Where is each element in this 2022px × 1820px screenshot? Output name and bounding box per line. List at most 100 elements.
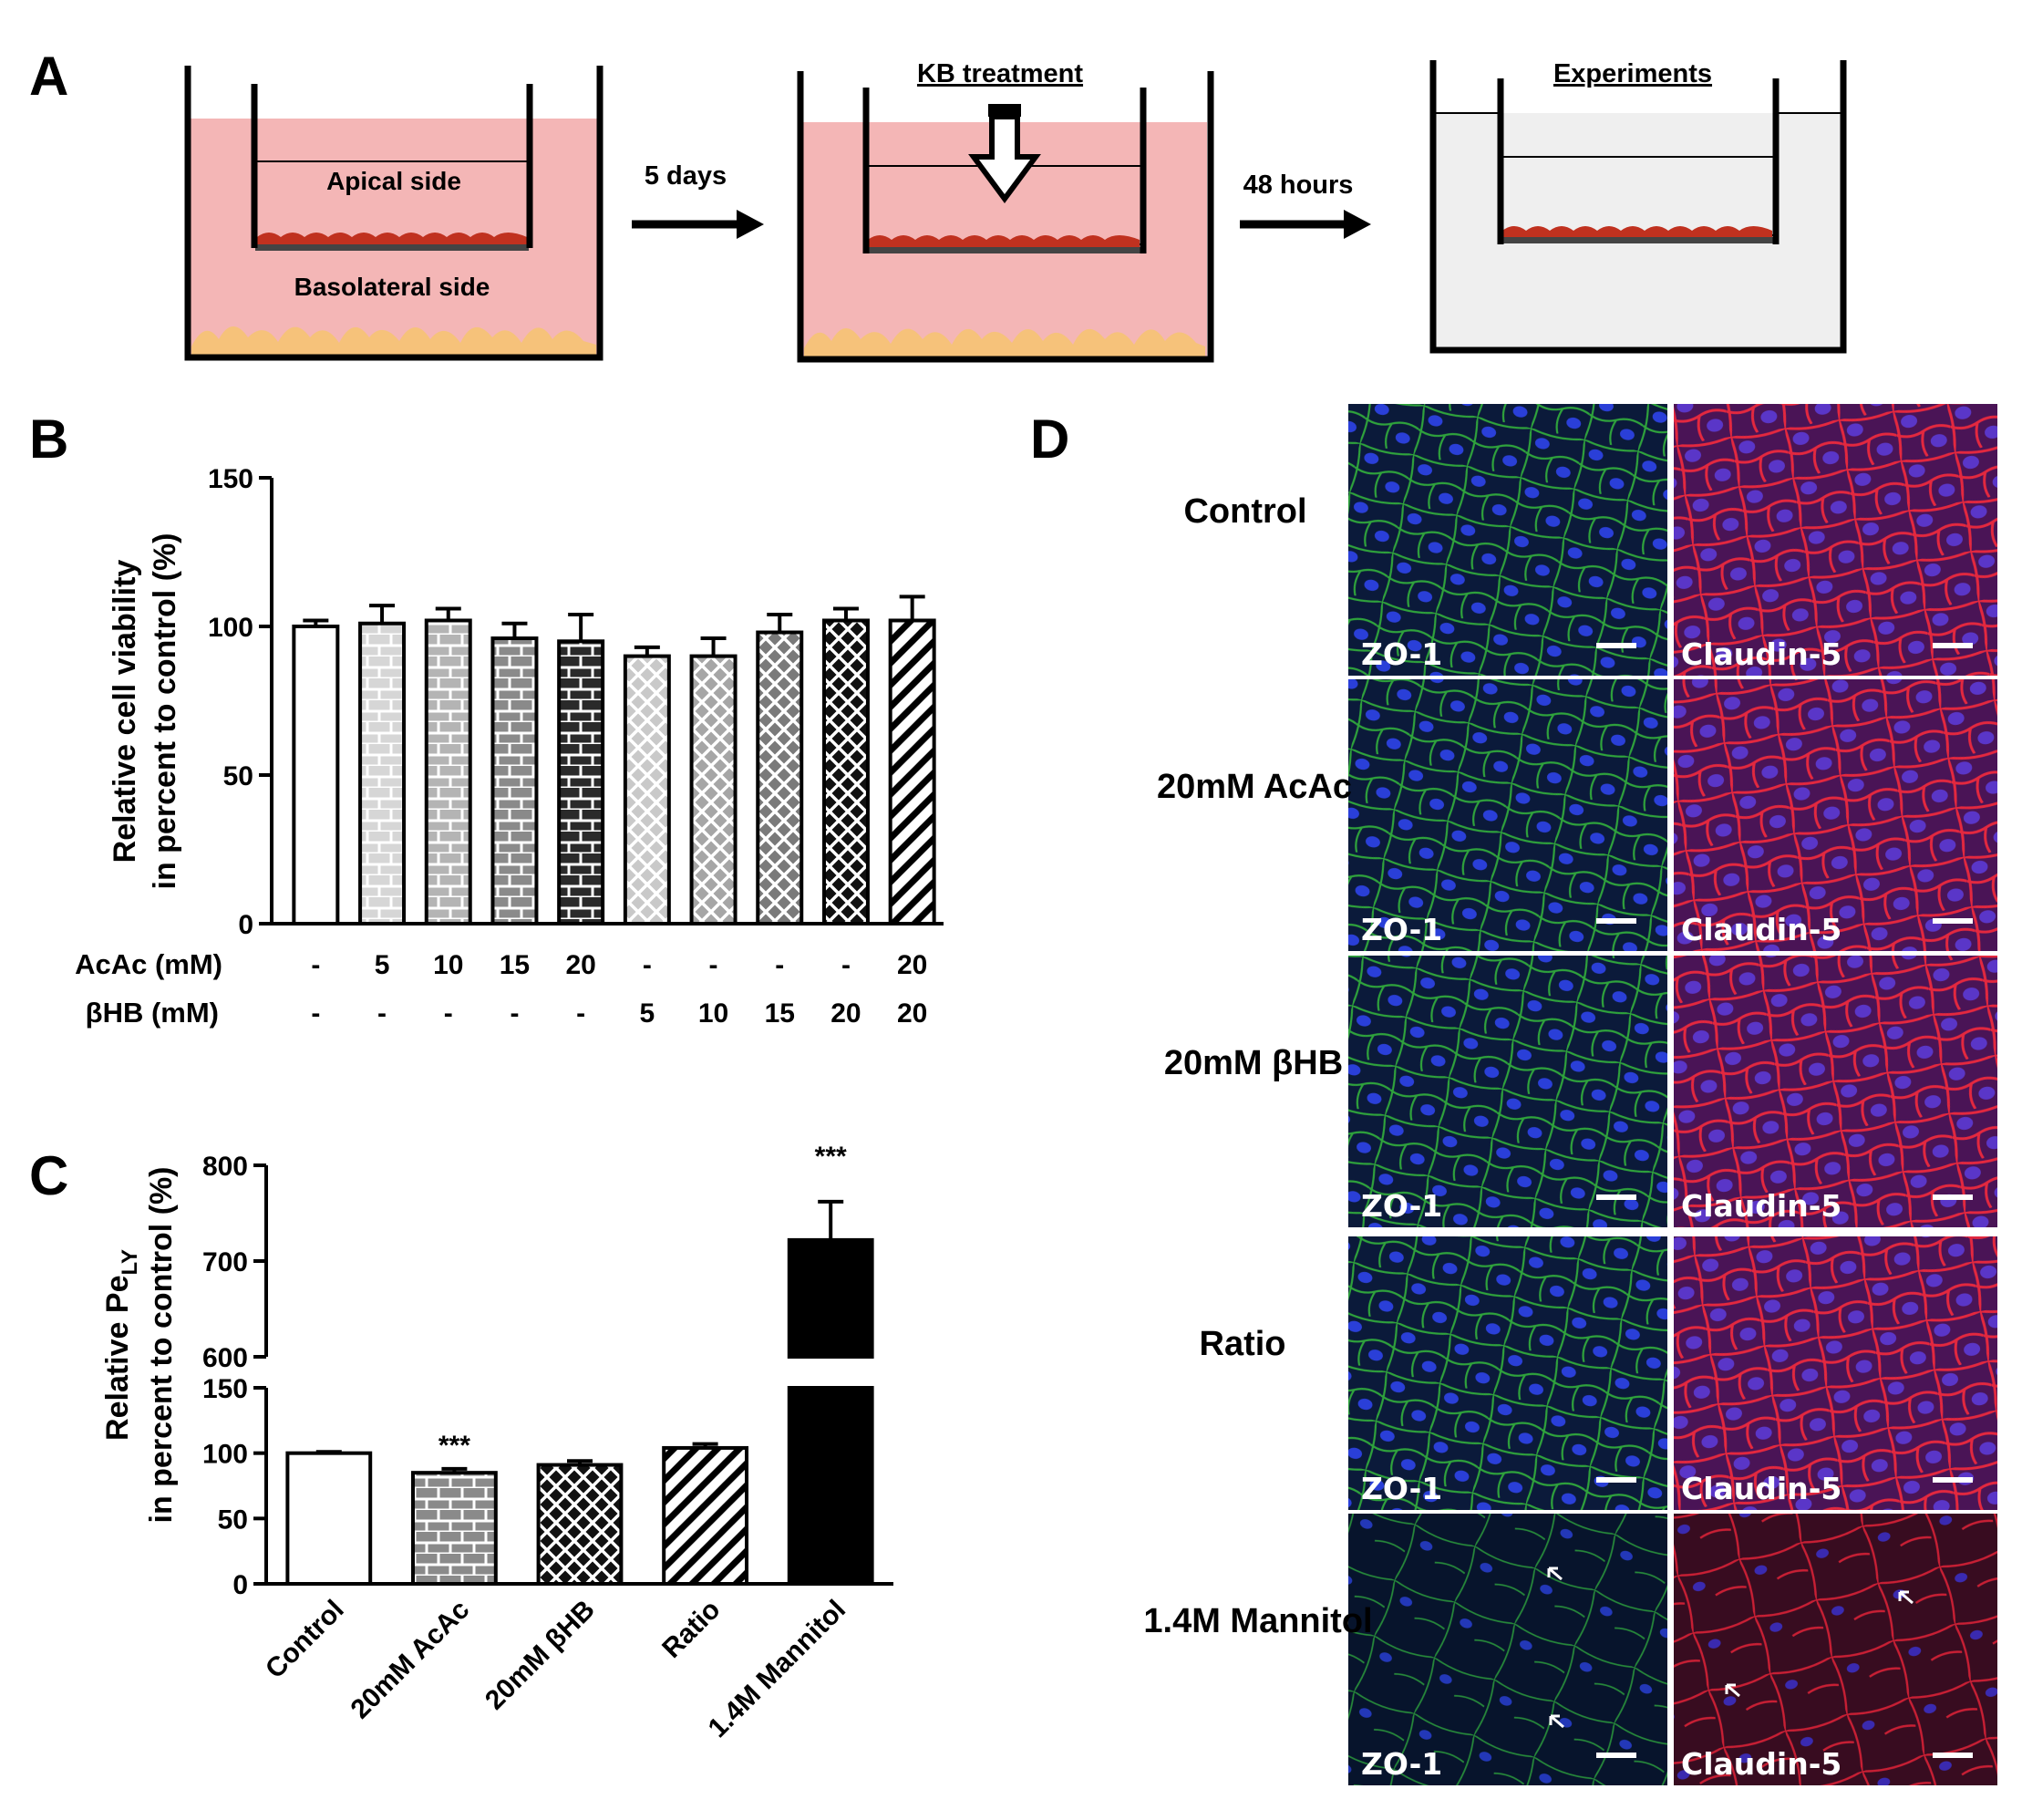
apical-side-label: Apical side (326, 167, 461, 195)
experiments-title: Experiments (1553, 59, 1712, 88)
c-ylabel-line2: in percent to control (%) (144, 1167, 179, 1524)
panel-letter-d: D (1030, 408, 1069, 470)
bhb-tick-label: 20 (830, 998, 861, 1029)
y-tick-label: 100 (208, 613, 253, 643)
zo1-stain-label: ZO-1 (1361, 1471, 1442, 1506)
b-row-label-bhb: βHB (mM) (86, 997, 219, 1029)
kb-treatment-title: KB treatment (917, 59, 1083, 88)
transwell-3: Experiments (1429, 59, 1847, 354)
zo1-image (1348, 956, 1667, 1227)
bar (490, 636, 539, 926)
bar (888, 618, 936, 926)
y-tick-label: 50 (223, 761, 253, 791)
x-tick-label: Control (260, 1595, 350, 1685)
y-tick-label: 600 (202, 1343, 248, 1373)
bar (662, 1445, 749, 1587)
membrane (1501, 237, 1776, 243)
claudin5-stain-label: Claudin-5 (1681, 636, 1841, 672)
acac-tick-label: - (709, 950, 718, 980)
b-ylabel-line2: in percent to control (%) (148, 533, 182, 890)
claudin5-image (1674, 1236, 1997, 1510)
arrow-5-days: 5 days (632, 161, 764, 239)
bhb-tick-label: - (311, 998, 320, 1029)
acac-tick-label: 20 (565, 950, 595, 980)
y-tick-label: 0 (238, 910, 253, 940)
membrane (866, 247, 1141, 253)
zo1-image (1348, 1236, 1667, 1510)
scale-bar (1933, 1194, 1973, 1200)
bhb-tick-label: 10 (698, 998, 728, 1029)
scale-bar (1596, 643, 1636, 648)
scale-bar (1596, 918, 1636, 924)
y-tick-label: 700 (202, 1247, 248, 1277)
bar (358, 621, 407, 926)
bhb-tick-label: - (444, 998, 453, 1029)
bar (410, 1471, 498, 1586)
astrocyte-layer (804, 327, 1205, 359)
viability-chart: 0 50 100 150 - - 5 - 10 - 15 - 20 - - 5 - 10 - 15 - 20 20 20 (208, 464, 944, 1029)
zo1-image (1348, 404, 1667, 676)
y-tick-label: 150 (202, 1374, 248, 1404)
bar (285, 1451, 373, 1586)
claudin5-image (1674, 404, 1997, 676)
step-48-hours-label: 48 hours (1243, 171, 1354, 200)
acac-tick-label: - (841, 950, 851, 980)
scale-bar (1933, 1477, 1973, 1483)
bar-upper-segment (787, 1237, 874, 1360)
acac-tick-label: 10 (433, 950, 463, 980)
arrow-icon (1547, 1567, 1563, 1581)
panel-letter-c: C (29, 1145, 68, 1206)
bhb-tick-label: - (576, 998, 585, 1029)
row-label: Ratio (1200, 1325, 1286, 1363)
claudin5-stain-label: Claudin-5 (1681, 912, 1841, 947)
acac-tick-label: 5 (375, 950, 390, 980)
microscopy-grid: ZO-1 Claudin-5 Control ZO-1 Claudin-5 20mM Ac… (1143, 404, 1997, 1785)
apical-medium (253, 160, 531, 243)
zo1-stain-label: ZO-1 (1361, 636, 1442, 672)
panel-letter-b: B (29, 408, 68, 470)
zo1-image (1348, 679, 1667, 951)
kb-treatment-arrow-icon (968, 104, 1041, 204)
arrow-icon (1898, 1590, 1914, 1605)
membrane (255, 244, 529, 251)
endothelial-cell-layer (868, 235, 1140, 249)
scale-bar (1933, 1753, 1973, 1758)
bhb-tick-label: 15 (765, 998, 795, 1029)
row-label: 20mM AcAc (1157, 768, 1352, 806)
x-tick-label: 20mM AcAc (346, 1595, 476, 1725)
bar (623, 654, 671, 926)
claudin5-image (1674, 679, 1997, 951)
bhb-tick-label: - (377, 998, 387, 1029)
claudin5-stain-label: Claudin-5 (1681, 1188, 1841, 1224)
y-tick-label: 800 (202, 1152, 248, 1182)
claudin5-image (1674, 1514, 1997, 1785)
arrow-icon (1725, 1683, 1740, 1698)
b-ylabel-line1: Relative cell viability (108, 560, 142, 863)
claudin5-image (1674, 956, 1997, 1227)
row-label: Control (1183, 492, 1306, 531)
zo1-image (1348, 1514, 1667, 1785)
significance-marker: *** (815, 1142, 847, 1172)
endothelial-cell-layer (257, 233, 527, 246)
bhb-tick-label: - (510, 998, 519, 1029)
scale-bar (1933, 918, 1973, 924)
acac-tick-label: - (775, 950, 784, 980)
significance-marker: *** (438, 1431, 470, 1461)
bar (756, 630, 804, 926)
transwell-2: KB treatment (797, 59, 1214, 363)
bar (292, 625, 340, 926)
astrocyte-layer (191, 326, 596, 357)
acac-tick-label: 15 (500, 950, 530, 980)
panel-letter-a: A (29, 46, 68, 107)
endothelial-cell-layer (1502, 226, 1772, 239)
acac-tick-label: 20 (897, 950, 927, 980)
bar (424, 618, 472, 926)
zo1-stain-label: ZO-1 (1361, 1746, 1442, 1782)
bar (536, 1463, 624, 1586)
basolateral-side-label: Basolateral side (294, 273, 490, 301)
row-label: 1.4M Mannitol (1143, 1602, 1372, 1640)
step-5-days-label: 5 days (645, 161, 727, 191)
bar (821, 618, 870, 926)
